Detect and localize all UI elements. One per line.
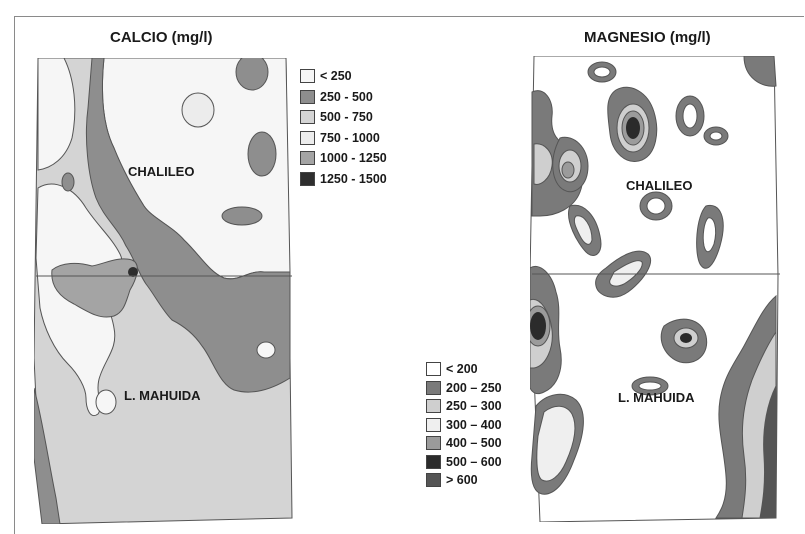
legend-swatch xyxy=(426,473,441,488)
magnesio-legend-item: 500 – 600 xyxy=(426,453,502,472)
calcio-legend-item: < 250 xyxy=(300,66,387,87)
calcio-blob-5 xyxy=(181,92,215,128)
magnesio-legend-item: > 600 xyxy=(426,471,502,490)
legend-label: 250 – 300 xyxy=(446,399,502,414)
legend-label: < 200 xyxy=(446,362,478,377)
magnesio-streak-2-in xyxy=(702,217,717,253)
legend-swatch xyxy=(300,69,315,84)
legend-label: 1000 - 1250 xyxy=(320,151,387,166)
legend-swatch xyxy=(300,171,315,186)
calcio-blob-3 xyxy=(235,58,269,91)
calcio-label-north: CHALILEO xyxy=(128,164,194,179)
magnesio-legend-item: 400 – 500 xyxy=(426,434,502,453)
calcio-blob-4 xyxy=(61,172,75,192)
magnesio-south-east-core xyxy=(759,385,777,519)
magnesio-label-north: CHALILEO xyxy=(626,178,692,193)
legend-swatch xyxy=(426,399,441,414)
magnesio-legend-item: 250 – 300 xyxy=(426,397,502,416)
legend-swatch xyxy=(426,417,441,432)
magnesio-legend: < 200 200 – 250 250 – 300 300 – 400 400 … xyxy=(426,360,502,490)
legend-swatch xyxy=(300,151,315,166)
magnesio-west-core xyxy=(530,312,546,340)
calcio-legend-item: 750 - 1000 xyxy=(300,128,387,149)
magnesio-legend-item: 200 – 250 xyxy=(426,379,502,398)
calcio-title: CALCIO (mg/l) xyxy=(110,29,213,46)
magnesio-map: CHALILEO L. MAHUIDA xyxy=(530,56,780,522)
magnesio-south-mid-core xyxy=(680,333,692,343)
magnesio-legend-item: 300 – 400 xyxy=(426,416,502,435)
calcio-map: CHALILEO L. MAHUIDA xyxy=(34,58,293,524)
magnesio-ring-ne xyxy=(743,56,777,87)
calcio-label-south: L. MAHUIDA xyxy=(124,388,201,403)
magnesio-title: MAGNESIO (mg/l) xyxy=(584,29,711,46)
legend-label: 250 - 500 xyxy=(320,89,373,104)
magnesio-legend-item: < 200 xyxy=(426,360,502,379)
calcio-zone-250-500-band xyxy=(85,58,291,393)
legend-swatch xyxy=(426,454,441,469)
magnesio-ring-a-in xyxy=(593,66,611,78)
legend-swatch xyxy=(300,89,315,104)
legend-label: > 600 xyxy=(446,473,478,488)
calcio-blob-1 xyxy=(247,131,277,177)
calcio-legend-item: 250 - 500 xyxy=(300,87,387,108)
magnesio-streak-1-in xyxy=(573,215,593,245)
legend-label: 1250 - 1500 xyxy=(320,171,387,186)
frame-top-line xyxy=(14,16,804,17)
legend-label: 200 – 250 xyxy=(446,380,502,395)
magnesio-lobe-north-inner xyxy=(533,143,553,185)
magnesio-mid-left-core xyxy=(561,161,575,179)
magnesio-ring-d-in xyxy=(646,197,666,215)
calcio-blob-6 xyxy=(256,341,276,359)
legend-swatch xyxy=(426,362,441,377)
legend-label: 750 - 1000 xyxy=(320,130,380,145)
magnesio-south-west-ring xyxy=(536,405,576,482)
magnesio-center-core xyxy=(626,117,640,139)
calcio-legend-item: 500 - 750 xyxy=(300,107,387,128)
legend-swatch xyxy=(300,110,315,125)
legend-swatch xyxy=(300,130,315,145)
calcio-legend: < 250 250 - 500 500 - 750 750 - 1000 100… xyxy=(300,66,387,189)
calcio-zone-1250-1500-dot xyxy=(128,267,138,277)
legend-label: 300 – 400 xyxy=(446,417,502,432)
legend-label: < 250 xyxy=(320,69,352,84)
calcio-blob-7 xyxy=(95,389,117,415)
calcio-zone-250-500-left xyxy=(34,387,61,524)
magnesio-ring-b-in xyxy=(682,103,698,129)
legend-label: 500 - 750 xyxy=(320,110,373,125)
legend-label: 400 – 500 xyxy=(446,436,502,451)
calcio-zone-lt250-nw xyxy=(37,58,76,171)
frame-left-line xyxy=(14,16,15,534)
legend-swatch xyxy=(426,436,441,451)
calcio-legend-item: 1250 - 1500 xyxy=(300,169,387,190)
magnesio-label-south: L. MAHUIDA xyxy=(618,390,695,405)
calcio-legend-item: 1000 - 1250 xyxy=(300,148,387,169)
magnesio-ring-c-in xyxy=(709,131,723,141)
calcio-zone-1000-1250 xyxy=(51,258,138,318)
legend-swatch xyxy=(426,380,441,395)
legend-label: 500 – 600 xyxy=(446,454,502,469)
magnesio-south-ring-e-in xyxy=(638,381,662,391)
calcio-blob-2 xyxy=(221,206,263,226)
